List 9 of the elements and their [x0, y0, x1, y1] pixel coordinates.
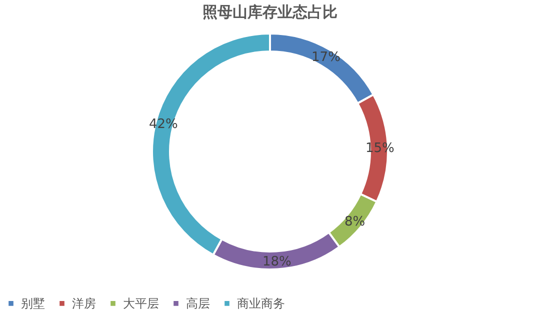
- legend-label: 大平层: [123, 296, 159, 310]
- legend-label: 高层: [186, 296, 210, 310]
- data-label: 18%: [262, 254, 292, 270]
- legend-label: 商业商务: [237, 296, 285, 310]
- data-label: 8%: [344, 214, 366, 230]
- data-label: 17%: [312, 50, 340, 65]
- legend-label: 别墅: [21, 296, 45, 310]
- legend-label: 洋房: [72, 296, 96, 310]
- chart-title: 照母山库存业态占比: [202, 3, 338, 21]
